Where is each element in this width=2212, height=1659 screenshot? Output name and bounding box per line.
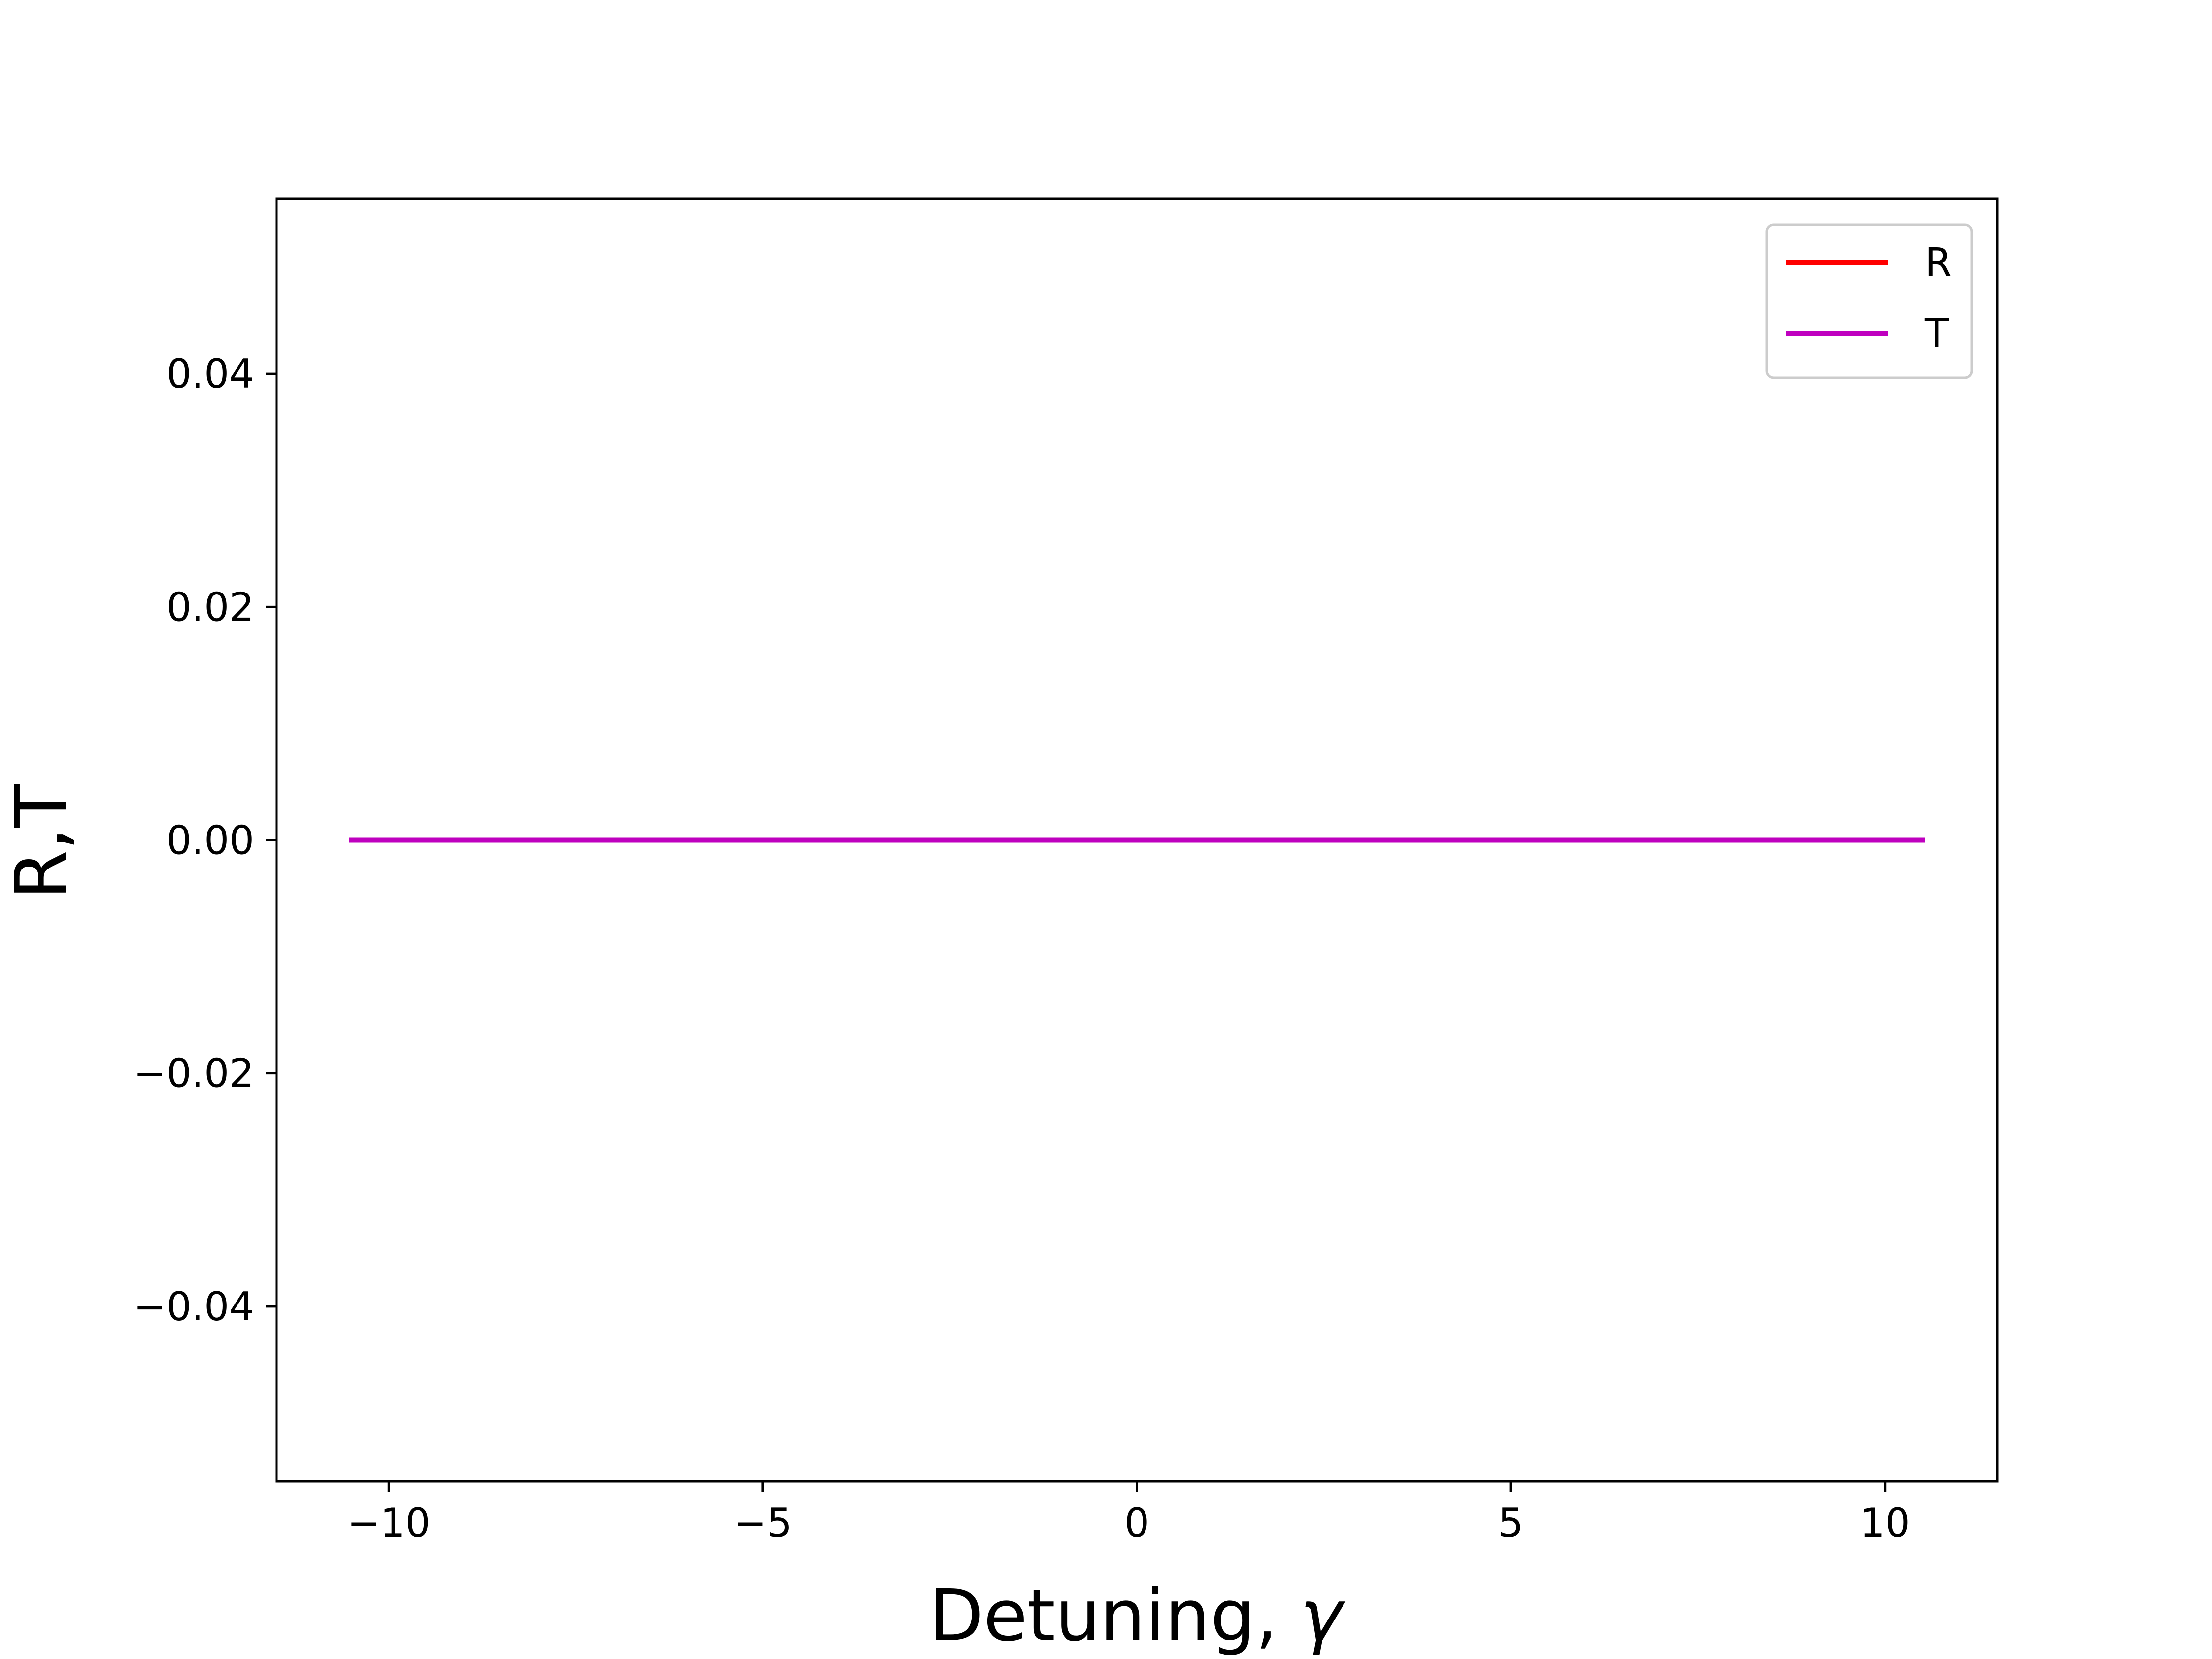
x-tick-label: −5: [734, 1500, 792, 1546]
y-axis-ticks: −0.04 −0.02 0.00 0.02 0.04: [133, 351, 276, 1330]
y-tick-label: −0.02: [133, 1051, 254, 1097]
legend-label-T: T: [1924, 311, 1949, 356]
x-axis-title: Detuning, γ: [929, 1574, 1346, 1657]
y-tick-label: −0.04: [133, 1284, 254, 1330]
x-tick-label: 5: [1499, 1500, 1524, 1546]
x-axis-title-text: Detuning,: [929, 1574, 1301, 1657]
y-axis-title: R,T: [0, 784, 82, 900]
x-tick-label: −10: [347, 1500, 431, 1546]
x-axis-title-symbol: γ: [1301, 1574, 1346, 1657]
legend-label-R: R: [1925, 240, 1952, 286]
legend: RT: [1765, 223, 1973, 379]
x-tick-label: 0: [1124, 1500, 1149, 1546]
x-axis-ticks: −10 −5 0 5 10: [347, 1481, 1910, 1546]
y-tick-label: 0.02: [166, 584, 254, 630]
x-tick-label: 10: [1860, 1500, 1910, 1546]
legend-entries: RT: [1786, 240, 1952, 356]
y-tick-label: 0.04: [166, 351, 254, 397]
y-tick-label: 0.00: [166, 818, 254, 864]
